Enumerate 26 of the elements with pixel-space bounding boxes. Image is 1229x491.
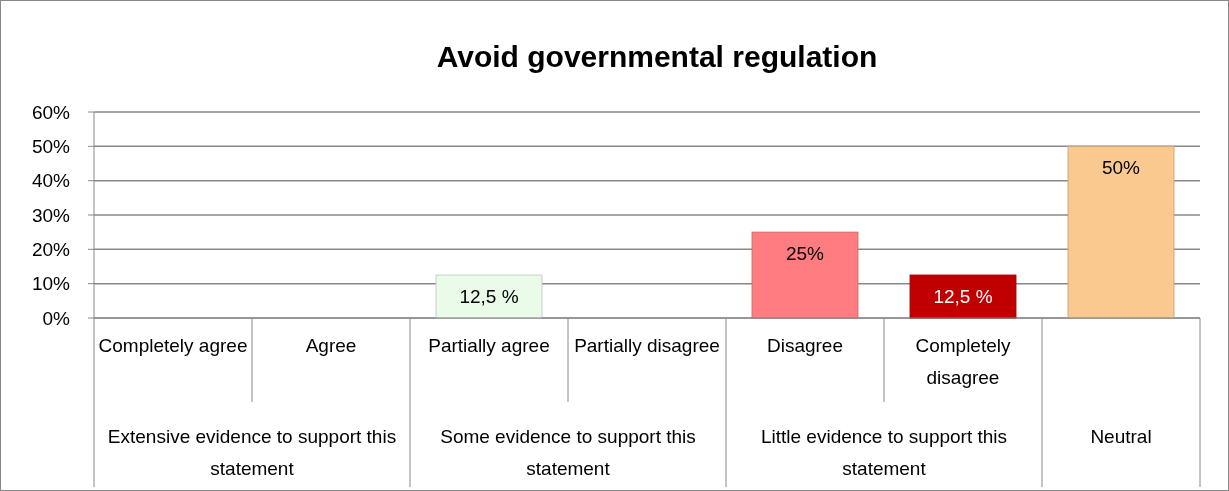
bar (435, 274, 543, 319)
text: Some evidence to support this statement (440, 426, 696, 479)
x-tick-label: Partially disagree (574, 335, 720, 356)
x-tick-label: Completely disagree (915, 335, 1012, 388)
chart-title: Avoid governmental regulation (436, 40, 878, 73)
data-label: 25% (785, 243, 825, 265)
bar (909, 274, 1017, 319)
bar (751, 231, 859, 319)
data-label: 12,5 % (933, 286, 993, 308)
y-tick-label: 40% (31, 170, 71, 192)
y-tick-label: 20% (31, 238, 71, 260)
x-tick-label: Partially agree (428, 335, 550, 356)
data-label: 12,5 % (459, 286, 519, 308)
y-tick-label: 10% (31, 273, 71, 295)
y-tick-label: 30% (31, 204, 71, 226)
x-tick-label: Disagree (766, 335, 844, 356)
x-tick-label: Completely agree (98, 335, 248, 356)
text: Little evidence to support this statement (760, 426, 1008, 479)
text: Neutral (1090, 426, 1152, 447)
y-tick-label: 0% (42, 307, 71, 329)
text: Extensive evidence to support this statement (107, 426, 397, 479)
y-tick-label: 60% (31, 101, 71, 123)
x-tick-label: Agree (305, 335, 357, 356)
data-label: 50% (1101, 157, 1141, 179)
y-tick-label: 50% (31, 135, 71, 157)
bar (1067, 145, 1175, 319)
